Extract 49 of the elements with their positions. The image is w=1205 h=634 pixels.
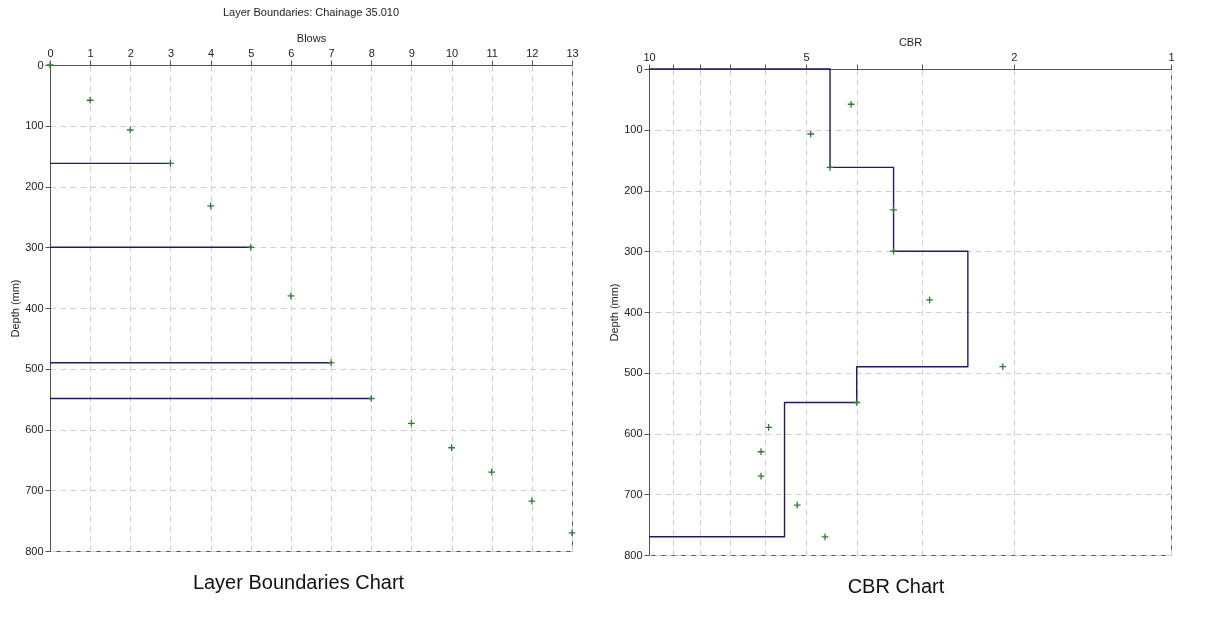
x-tick-label: 4: [208, 46, 215, 59]
y-tick-label: 400: [624, 305, 643, 318]
y-tick-label: 300: [25, 240, 44, 253]
x-axis-title: Blows: [296, 31, 327, 44]
y-axis-title: Depth (mm): [608, 283, 621, 342]
x-tick-label: 7: [328, 46, 335, 59]
y-tick-label: 500: [624, 366, 643, 379]
x-tick-label: 10: [445, 46, 459, 59]
text: CBR Chart: [847, 575, 945, 598]
x-axis-title: CBR: [898, 35, 923, 48]
point: [327, 358, 336, 367]
chart-title: Layer Boundaries: Chainage 35.010: [222, 6, 400, 18]
x-tick-label: 12: [526, 46, 539, 59]
y-tick-label: 200: [25, 180, 44, 192]
x-tick-label: 1: [1168, 50, 1175, 63]
y-tick-label: 300: [624, 244, 643, 257]
y-tick-label: 700: [25, 483, 44, 496]
y-tick-label: 100: [25, 119, 44, 132]
y-tick-label: 0: [636, 62, 643, 75]
x-tick-label: 11: [486, 46, 498, 59]
x-tick-label: 0: [47, 46, 54, 59]
x-tick-label: 2: [1011, 50, 1018, 63]
y-tick-label: 200: [624, 184, 643, 196]
point: [126, 126, 135, 135]
point: [487, 468, 496, 477]
x-tick-label: 5: [248, 46, 255, 59]
x-tick-label: 9: [408, 46, 415, 59]
y-tick-label: 0: [37, 58, 44, 71]
x-tick-label: 6: [288, 46, 295, 59]
point: [286, 291, 295, 300]
y-tick-label: 700: [624, 487, 643, 500]
y-tick-label: 500: [25, 362, 44, 375]
x-tick-label: 5: [803, 50, 810, 63]
x-tick-label: 2: [127, 46, 134, 59]
y-tick-label: 400: [25, 301, 44, 314]
x-tick-label: 3: [167, 46, 175, 59]
text: Layer Boundaries Chart: [192, 571, 405, 594]
point: [206, 201, 215, 210]
x-tick-label: 10: [643, 50, 656, 63]
x-tick-label: 1: [87, 46, 94, 59]
y-tick-label: 100: [624, 123, 643, 136]
y-tick-label: 800: [25, 544, 44, 557]
x-tick-label: 13: [566, 46, 579, 59]
y-tick-label: 800: [624, 548, 643, 561]
y-tick-label: 600: [624, 427, 643, 439]
y-tick-label: 600: [25, 423, 44, 435]
point: [568, 528, 576, 537]
y-axis-title: Depth (mm): [9, 279, 22, 338]
x-tick-label: 8: [368, 46, 375, 59]
